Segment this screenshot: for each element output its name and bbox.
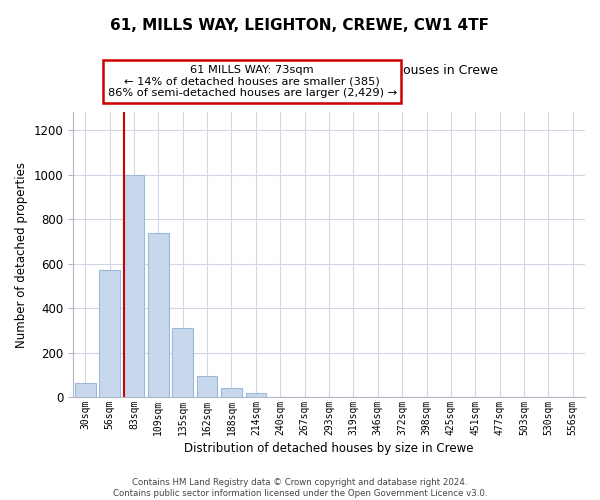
Bar xyxy=(172,328,193,397)
X-axis label: Distribution of detached houses by size in Crewe: Distribution of detached houses by size … xyxy=(184,442,474,455)
Bar xyxy=(197,376,217,397)
Text: 61, MILLS WAY, LEIGHTON, CREWE, CW1 4TF: 61, MILLS WAY, LEIGHTON, CREWE, CW1 4TF xyxy=(110,18,490,32)
Bar xyxy=(221,388,242,397)
Y-axis label: Number of detached properties: Number of detached properties xyxy=(15,162,28,348)
Bar xyxy=(148,232,169,397)
Text: 61 MILLS WAY: 73sqm
← 14% of detached houses are smaller (385)
86% of semi-detac: 61 MILLS WAY: 73sqm ← 14% of detached ho… xyxy=(107,65,397,98)
Bar xyxy=(124,174,145,397)
Text: Contains HM Land Registry data © Crown copyright and database right 2024.
Contai: Contains HM Land Registry data © Crown c… xyxy=(113,478,487,498)
Bar xyxy=(75,382,95,397)
Title: Size of property relative to detached houses in Crewe: Size of property relative to detached ho… xyxy=(161,64,497,76)
Bar xyxy=(245,393,266,397)
Bar xyxy=(99,270,120,397)
